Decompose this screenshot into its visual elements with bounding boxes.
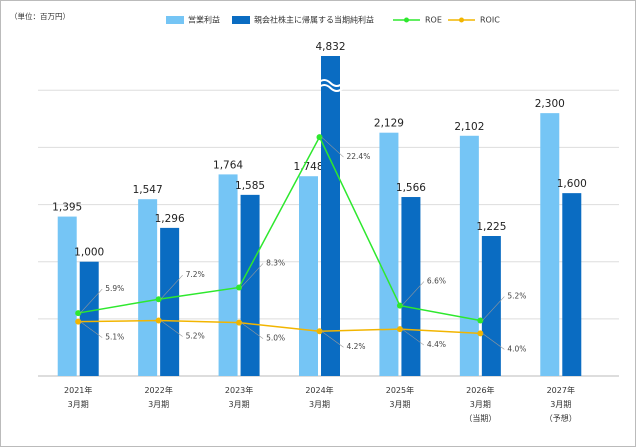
value-label: 5.1% [105, 333, 124, 342]
leader [321, 330, 344, 348]
value-label: 1,600 [557, 178, 587, 190]
x-tick-label: 2024年 3月期 [305, 385, 333, 409]
value-label: 4.2% [347, 342, 366, 351]
value-label: 1,566 [396, 182, 426, 194]
bar [540, 113, 560, 377]
bar [379, 132, 399, 376]
value-label: 4,832 [315, 41, 345, 53]
leader [240, 322, 264, 339]
leader [401, 328, 425, 346]
value-label: 2,102 [454, 121, 484, 133]
x-tick-label: 2025年 3月期 [386, 385, 414, 409]
x-tick-label: 2023年 3月期 [225, 385, 253, 409]
value-label: 1,225 [476, 221, 506, 233]
bar [57, 216, 77, 376]
bar [299, 176, 318, 376]
legend-swatch [166, 16, 184, 24]
legend-label: ROIC [480, 16, 500, 25]
value-label: 1,395 [52, 202, 82, 214]
bar [459, 135, 479, 376]
leader [482, 296, 505, 321]
value-label: 7.2% [186, 270, 205, 279]
marker [75, 310, 82, 317]
bar [481, 236, 501, 376]
value-label: 2,300 [535, 98, 565, 110]
leader [79, 288, 103, 314]
legend-label: ROE [425, 16, 442, 25]
bar [401, 197, 421, 376]
bar [79, 261, 99, 376]
value-label: 1,000 [74, 247, 104, 259]
legend-swatch [459, 17, 464, 23]
leader [321, 136, 344, 158]
line [78, 135, 481, 322]
legend-label: 営業利益 [188, 15, 220, 25]
leader [401, 281, 425, 306]
line [78, 319, 481, 335]
value-label: 5.2% [507, 292, 526, 301]
value-label: 22.4% [347, 152, 371, 161]
value-label: 1,296 [155, 213, 185, 225]
leader [482, 333, 505, 350]
bar [562, 193, 582, 376]
bar [138, 199, 158, 376]
marker [477, 330, 484, 337]
legend-swatch [232, 16, 250, 24]
x-tick-label: 2027年 3月期（予想） [545, 385, 577, 423]
axis-break [317, 79, 344, 87]
marker [316, 328, 323, 335]
value-label: 4.4% [427, 340, 446, 349]
axis-break [317, 84, 344, 92]
bar [218, 174, 238, 376]
value-label: 4.0% [507, 344, 526, 353]
bar [160, 227, 180, 376]
value-label: 1,748 [293, 161, 323, 173]
marker [155, 317, 162, 324]
leader [240, 263, 264, 288]
value-label: 1,547 [133, 184, 163, 196]
marker [155, 296, 162, 303]
bar [321, 56, 340, 376]
value-label: 5.9% [105, 284, 124, 293]
value-label: 8.3% [266, 258, 285, 267]
marker [477, 317, 484, 324]
marker [396, 302, 403, 309]
unit-label: （単位：百万円） [10, 11, 70, 21]
value-label: 2,129 [374, 118, 404, 130]
value-label: 5.0% [266, 334, 285, 343]
marker [396, 326, 403, 333]
value-label: 1,764 [213, 159, 243, 171]
leader [160, 320, 183, 337]
marker [75, 318, 82, 325]
bar [240, 194, 260, 376]
marker [236, 319, 243, 326]
value-label: 6.6% [427, 277, 446, 286]
x-tick-label: 2021年 3月期 [64, 385, 92, 409]
x-tick-label: 2026年 3月期（当期） [464, 385, 496, 423]
value-label: 1,585 [235, 180, 265, 192]
leader [160, 274, 183, 300]
value-label: 5.2% [186, 332, 205, 341]
legend-swatch [404, 17, 409, 23]
x-tick-label: 2022年 3月期 [144, 385, 172, 409]
leader [80, 321, 103, 338]
marker [236, 284, 243, 291]
marker [316, 134, 323, 141]
legend-label: 親会社株主に帰属する当期純利益 [254, 15, 374, 25]
